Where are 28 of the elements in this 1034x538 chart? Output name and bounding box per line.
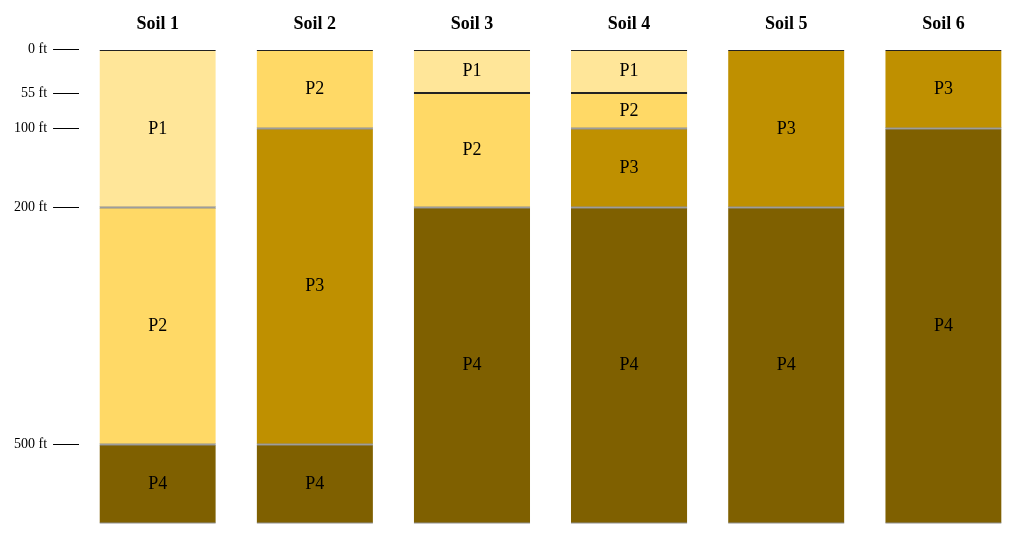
- text: P2: [305, 78, 325, 99]
- series-label: P2: [619, 99, 639, 120]
- text: P1: [619, 60, 639, 81]
- series-label: P3: [933, 78, 953, 99]
- text: P1: [148, 117, 168, 138]
- text: P2: [462, 139, 482, 160]
- text: P3: [305, 275, 325, 296]
- y-tick-label: 100 ft: [13, 120, 48, 136]
- x-tick-label: Soil 4: [607, 13, 651, 34]
- text: P4: [933, 314, 953, 335]
- x-tick-label: Soil 1: [136, 13, 179, 34]
- text: P2: [148, 314, 168, 335]
- y-tick-label: 0 ft: [27, 41, 48, 57]
- text: P4: [776, 354, 796, 375]
- x-tick-label: Soil 3: [450, 13, 494, 34]
- text: P3: [619, 156, 639, 177]
- y-tick-label: 500 ft: [13, 436, 48, 452]
- series-label: P1: [462, 60, 482, 81]
- x-tick-label: Soil 2: [293, 13, 337, 34]
- x-tick-label: Soil 5: [765, 13, 808, 34]
- series-label: P4: [148, 472, 168, 493]
- text: P3: [776, 117, 796, 138]
- text: P4: [619, 354, 639, 375]
- x-tick-label: Soil 6: [922, 13, 965, 34]
- y-tick-label: 200 ft: [13, 199, 48, 215]
- text: P4: [305, 472, 325, 493]
- text: P4: [462, 354, 482, 375]
- y-tick-label: 55 ft: [20, 84, 48, 100]
